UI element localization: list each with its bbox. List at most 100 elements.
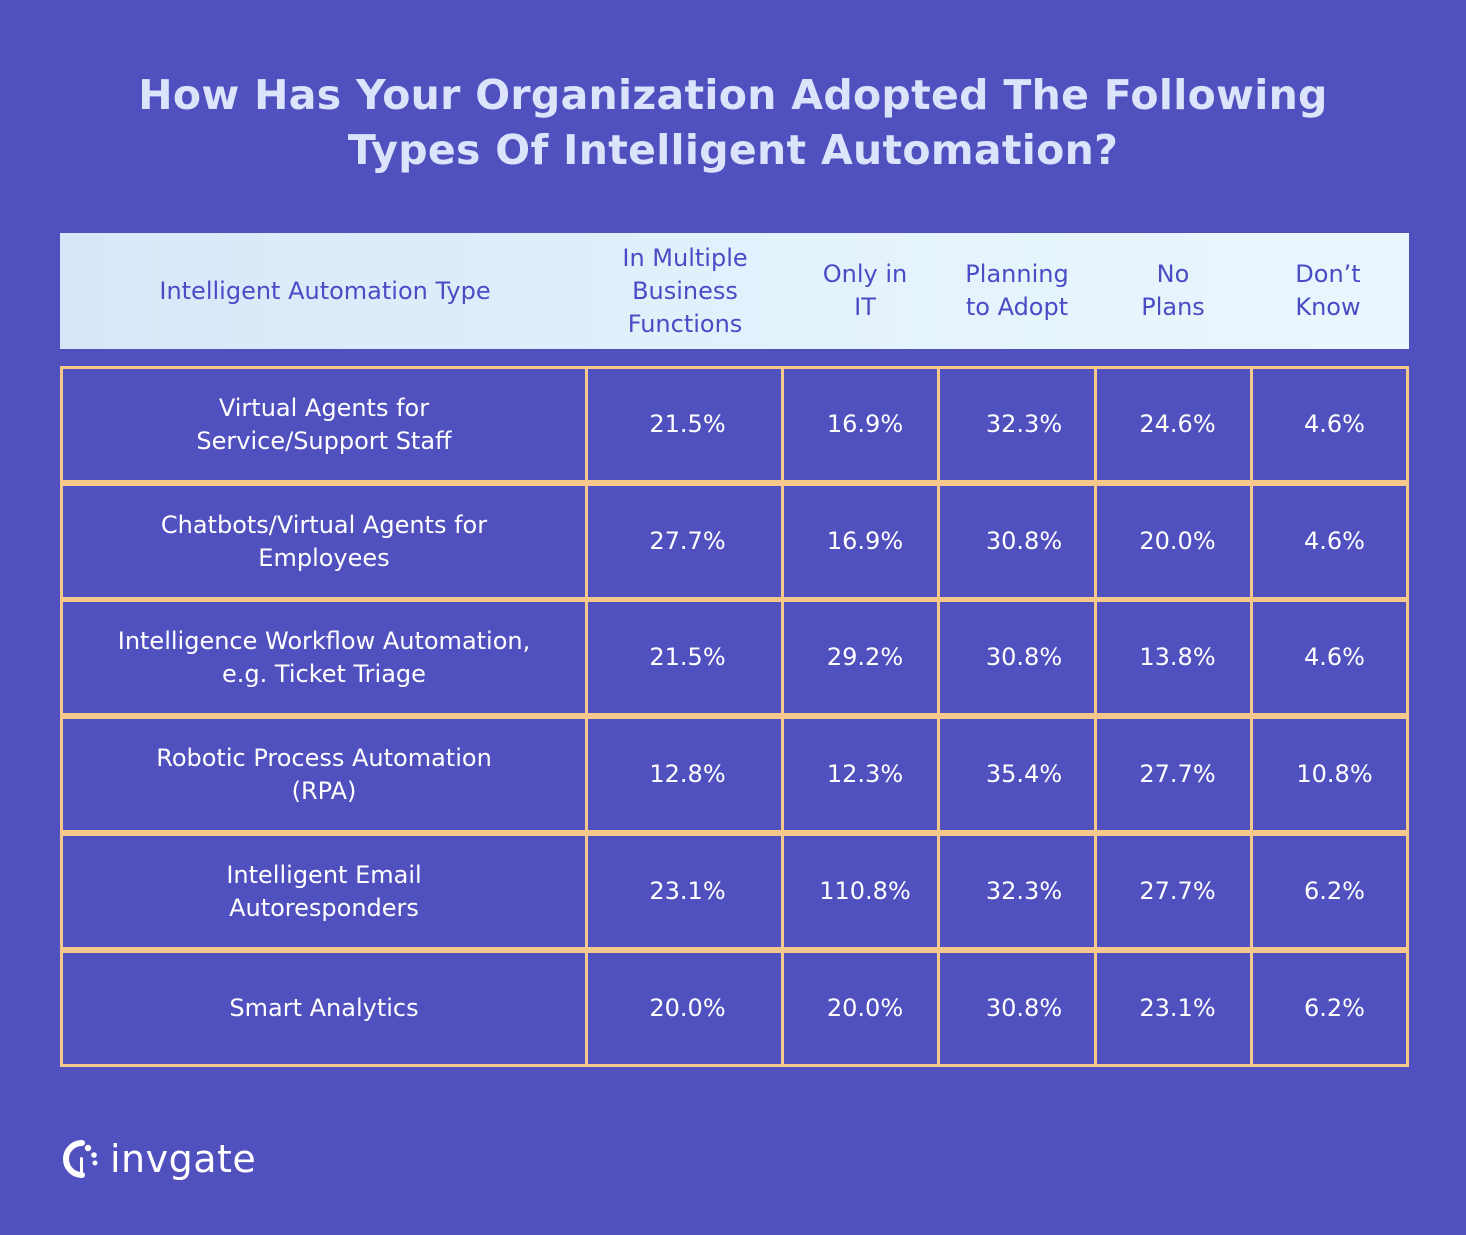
row-label-line: (RPA): [291, 776, 357, 805]
column-header-line: Plans: [1141, 293, 1205, 321]
table-header: Intelligent Automation Type In Multiple Bu…: [60, 233, 1409, 349]
column-header-line: Only in: [822, 260, 908, 288]
column-header-2: Only in IT: [795, 233, 935, 349]
cell-value: 4.6%: [1304, 643, 1365, 671]
cell-value: 110.8%: [819, 877, 911, 905]
value-cell: 35.4%: [937, 716, 1097, 833]
value-cell: 4.6%: [1250, 366, 1409, 483]
value-cell: 29.2%: [781, 599, 940, 716]
column-header-line: Don’t: [1295, 260, 1361, 288]
cell-value: 35.4%: [985, 760, 1063, 788]
column-header-line: Know: [1295, 293, 1361, 321]
cell-value: 29.2%: [826, 643, 904, 671]
value-cell: 20.0%: [585, 950, 784, 1067]
row-label-cell: Smart Analytics: [60, 950, 588, 1067]
cell-value: 23.1%: [1139, 994, 1216, 1022]
column-header-line: Functions: [627, 309, 743, 338]
column-header-line: Business: [632, 276, 738, 305]
value-cell: 16.9%: [781, 483, 940, 600]
table-row: Intelligent Email Autoresponders 23.1% 110.…: [60, 833, 1409, 950]
value-cell: 32.3%: [937, 833, 1097, 950]
row-label-line: e.g. Ticket Triage: [222, 659, 426, 688]
cell-value: 27.7%: [1139, 877, 1216, 905]
value-cell: 23.1%: [585, 833, 784, 950]
row-label-line: Virtual Agents for: [218, 393, 430, 422]
cell-value: 24.6%: [1139, 410, 1216, 438]
table-row: Smart Analytics 20.0% 20.0% 30.8% 23.1% 6.2%: [60, 950, 1409, 1067]
value-cell: 27.7%: [1094, 716, 1253, 833]
cell-value: 16.9%: [826, 410, 904, 438]
value-cell: 4.6%: [1250, 483, 1409, 600]
value-cell: 30.8%: [937, 950, 1097, 1067]
row-label-line: Intelligence Workflow Automation,: [117, 626, 531, 655]
value-cell: 30.8%: [937, 599, 1097, 716]
value-cell: 20.0%: [1094, 483, 1253, 600]
table-row: Robotic Process Automation (RPA) 12.8% 12.3…: [60, 716, 1409, 833]
cell-value: 21.5%: [649, 410, 726, 438]
row-label-line: Autoresponders: [229, 893, 419, 922]
table-row: Virtual Agents for Service/Support Staff 2…: [60, 366, 1409, 483]
row-label-cell: Robotic Process Automation (RPA): [60, 716, 588, 833]
row-label-line: Service/Support Staff: [196, 426, 452, 455]
logo-wordmark: invgate: [110, 1137, 257, 1181]
column-header-5: Don’t Know: [1258, 233, 1398, 349]
value-cell: 16.9%: [781, 366, 940, 483]
row-label-cell: Intelligent Email Autoresponders: [60, 833, 588, 950]
cell-value: 6.2%: [1304, 994, 1365, 1022]
chart-title-line-1: How Has Your Organization Adopted The Fo…: [138, 71, 1328, 119]
value-cell: 6.2%: [1250, 950, 1409, 1067]
value-cell: 32.3%: [937, 366, 1097, 483]
value-cell: 27.7%: [1094, 833, 1253, 950]
cell-value: 12.3%: [826, 760, 904, 788]
cell-value: 16.9%: [826, 527, 904, 555]
value-cell: 30.8%: [937, 483, 1097, 600]
row-label-line: Employees: [258, 543, 390, 572]
chart-title: How Has Your Organization Adopted The Fo…: [0, 68, 1466, 178]
row-label-line: Robotic Process Automation: [156, 743, 492, 772]
cell-value: 20.0%: [649, 994, 726, 1022]
cell-value: 27.7%: [649, 527, 726, 555]
column-header-1: In Multiple Business Functions: [585, 233, 785, 349]
cell-value: 4.6%: [1304, 410, 1365, 438]
column-header-line: to Adopt: [965, 293, 1069, 321]
table-row: Chatbots/Virtual Agents for Employees 27.7…: [60, 483, 1409, 600]
row-label-line: Chatbots/Virtual Agents for: [160, 510, 488, 539]
column-header-line: Intelligent Automation Type: [159, 276, 491, 305]
row-label-cell: Chatbots/Virtual Agents for Employees: [60, 483, 588, 600]
brand-logo: invgate: [62, 1133, 256, 1185]
value-cell: 21.5%: [585, 366, 784, 483]
cell-value: 4.6%: [1304, 527, 1365, 555]
value-cell: 24.6%: [1094, 366, 1253, 483]
row-label-line: Smart Analytics: [229, 994, 419, 1022]
column-header-line: IT: [854, 293, 876, 321]
cell-value: 6.2%: [1304, 877, 1365, 905]
cell-value: 32.3%: [985, 410, 1063, 438]
value-cell: 110.8%: [781, 833, 940, 950]
row-label-cell: Virtual Agents for Service/Support Staff: [60, 366, 588, 483]
value-cell: 4.6%: [1250, 599, 1409, 716]
value-cell: 12.8%: [585, 716, 784, 833]
table-row: Intelligence Workflow Automation, e.g. Ti…: [60, 599, 1409, 716]
value-cell: 23.1%: [1094, 950, 1253, 1067]
cell-value: 30.8%: [985, 643, 1063, 671]
value-cell: 6.2%: [1250, 833, 1409, 950]
column-header-4: No Plans: [1103, 233, 1243, 349]
cell-value: 23.1%: [649, 877, 726, 905]
invgate-logo-icon: [63, 1140, 98, 1178]
cell-value: 10.8%: [1296, 760, 1373, 788]
column-header-3: Planning to Adopt: [942, 233, 1092, 349]
value-cell: 27.7%: [585, 483, 784, 600]
value-cell: 21.5%: [585, 599, 784, 716]
column-header-line: In Multiple: [622, 243, 748, 272]
cell-value: 13.8%: [1139, 643, 1216, 671]
row-label-line: Intelligent Email: [226, 860, 422, 889]
value-cell: 20.0%: [781, 950, 940, 1067]
cell-value: 30.8%: [985, 994, 1063, 1022]
row-label-cell: Intelligence Workflow Automation, e.g. Ti…: [60, 599, 588, 716]
chart-title-line-2: Types Of Intelligent Automation?: [347, 126, 1119, 174]
column-header-type: Intelligent Automation Type: [75, 233, 575, 349]
table-body: Virtual Agents for Service/Support Staff 2…: [60, 366, 1409, 1067]
cell-value: 20.0%: [1139, 527, 1216, 555]
cell-value: 27.7%: [1139, 760, 1216, 788]
cell-value: 32.3%: [985, 877, 1063, 905]
